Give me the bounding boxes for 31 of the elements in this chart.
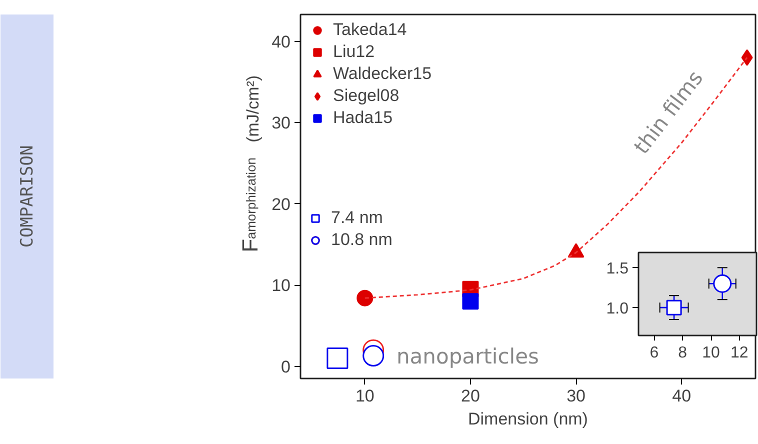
x-tick-label: 10 <box>702 344 720 362</box>
x-tick-label: 8 <box>678 344 688 362</box>
y-tick-label: 0 <box>281 357 291 376</box>
x-tick-label: 6 <box>650 344 659 362</box>
legend-label: Waldecker15 <box>333 64 432 84</box>
legend-label: Liu12 <box>333 42 375 62</box>
x-tick-label: 40 <box>672 386 692 406</box>
point <box>462 293 479 310</box>
y-tick-label: 1.0 <box>606 300 629 318</box>
y-tick-label: 20 <box>272 194 291 214</box>
point <box>741 49 753 66</box>
point <box>326 347 348 369</box>
legend-label: Siegel08 <box>333 86 400 106</box>
legend-label: Hada15 <box>333 108 393 128</box>
annotation: nanoparticles <box>396 344 539 368</box>
x-tick-label: 10 <box>355 386 374 406</box>
x-axis-title: Dimension (nm) <box>468 410 588 428</box>
y-tick-label: 40 <box>272 32 291 52</box>
y-tick-label: 30 <box>272 114 291 133</box>
point <box>362 345 384 366</box>
text: COMPARISON <box>18 145 38 248</box>
y-tick-label: 10 <box>272 276 291 296</box>
x-tick-label: 12 <box>730 344 748 362</box>
legend-label: 10.8 nm <box>331 230 392 250</box>
legend-label: Takeda14 <box>333 20 407 40</box>
legend-label: 7.4 nm <box>331 208 383 228</box>
y-tick-label: 1.5 <box>606 260 629 278</box>
x-tick-label: 30 <box>566 386 586 406</box>
y-axis-title: Famorphization (mJ/cm²) <box>238 75 262 252</box>
point <box>356 290 374 306</box>
x-tick-label: 20 <box>461 386 480 406</box>
